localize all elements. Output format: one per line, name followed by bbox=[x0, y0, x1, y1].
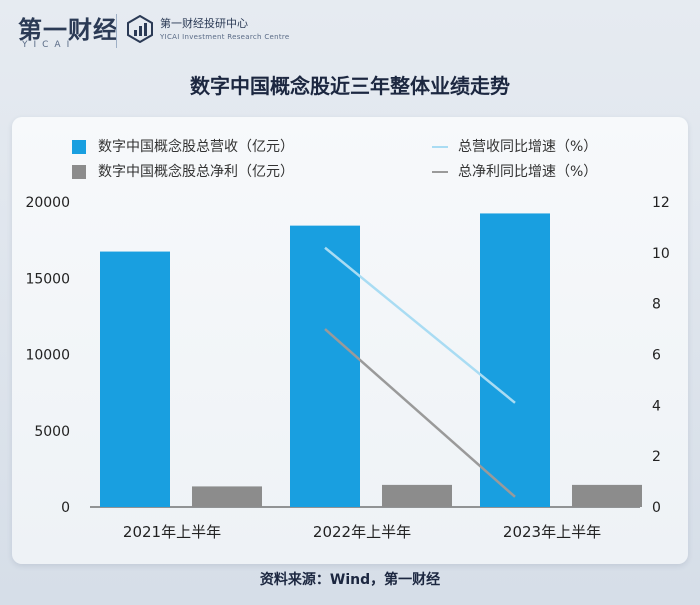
revenue-growth-line bbox=[324, 246, 516, 404]
institute-name: 第一财经投研中心 bbox=[160, 17, 248, 30]
y-left-tick-label: 10000 bbox=[25, 348, 70, 364]
y-right-tick-label: 2 bbox=[652, 449, 661, 465]
chart-panel: 数字中国概念股总营收（亿元） 数字中国概念股总净利（亿元） 总营收同比增速（%）… bbox=[12, 117, 688, 564]
yicai-logo-sub: YICAI bbox=[22, 40, 76, 50]
y-right-tick-label: 8 bbox=[652, 297, 661, 313]
legend-revenue-bar: 数字中国概念股总营收（亿元） bbox=[98, 139, 294, 155]
profit-bar bbox=[382, 484, 452, 507]
y-right-tick-label: 4 bbox=[652, 398, 661, 414]
legend-swatch-profit-line bbox=[432, 171, 448, 173]
y-left-tick-label: 15000 bbox=[25, 271, 70, 287]
y-right-tick-label: 0 bbox=[652, 500, 661, 516]
header: 第一财经 YICAI 第一财经投研中心 YICAI Investment Res… bbox=[0, 0, 700, 60]
x-category-label: 2023年上半年 bbox=[503, 523, 601, 541]
legend-profit-bar: 数字中国概念股总净利（亿元） bbox=[98, 164, 294, 180]
research-centre-icon bbox=[127, 15, 153, 43]
profit-bar bbox=[192, 486, 262, 507]
legend-profit-line: 总净利同比增速（%） bbox=[458, 164, 598, 180]
header-divider bbox=[116, 14, 117, 48]
x-category-label: 2021年上半年 bbox=[123, 523, 221, 541]
legend-swatch-revenue-line bbox=[432, 146, 448, 148]
profit-bar bbox=[572, 484, 642, 507]
profit-growth-line bbox=[324, 328, 516, 498]
yicai-logo: 第一财经 bbox=[18, 16, 118, 44]
y-right-tick-label: 6 bbox=[652, 348, 661, 364]
y-left-tick-label: 5000 bbox=[34, 424, 70, 440]
revenue-bar bbox=[480, 213, 550, 507]
revenue-bar bbox=[100, 251, 170, 507]
legend-swatch-revenue-bar bbox=[72, 140, 86, 154]
legend-revenue-line: 总营收同比增速（%） bbox=[458, 139, 598, 155]
y-left-tick-label: 20000 bbox=[25, 195, 70, 211]
y-left-tick-label: 0 bbox=[61, 500, 70, 516]
legend-swatch-profit-bar bbox=[72, 165, 86, 179]
source-note: 资料来源：Wind，第一财经 bbox=[259, 572, 441, 588]
x-category-label: 2022年上半年 bbox=[313, 523, 411, 541]
y-right-tick-label: 12 bbox=[652, 195, 670, 211]
institute-name-en: YICAI Investment Research Centre bbox=[160, 33, 290, 41]
y-right-tick-label: 10 bbox=[652, 246, 670, 262]
revenue-bar bbox=[290, 225, 360, 507]
chart-plot: 0 5000 10000 15000 20000 0 2 4 6 8 10 12 2021年上半年 202… bbox=[25, 195, 670, 541]
chart-title: 数字中国概念股近三年整体业绩走势 bbox=[190, 74, 510, 98]
